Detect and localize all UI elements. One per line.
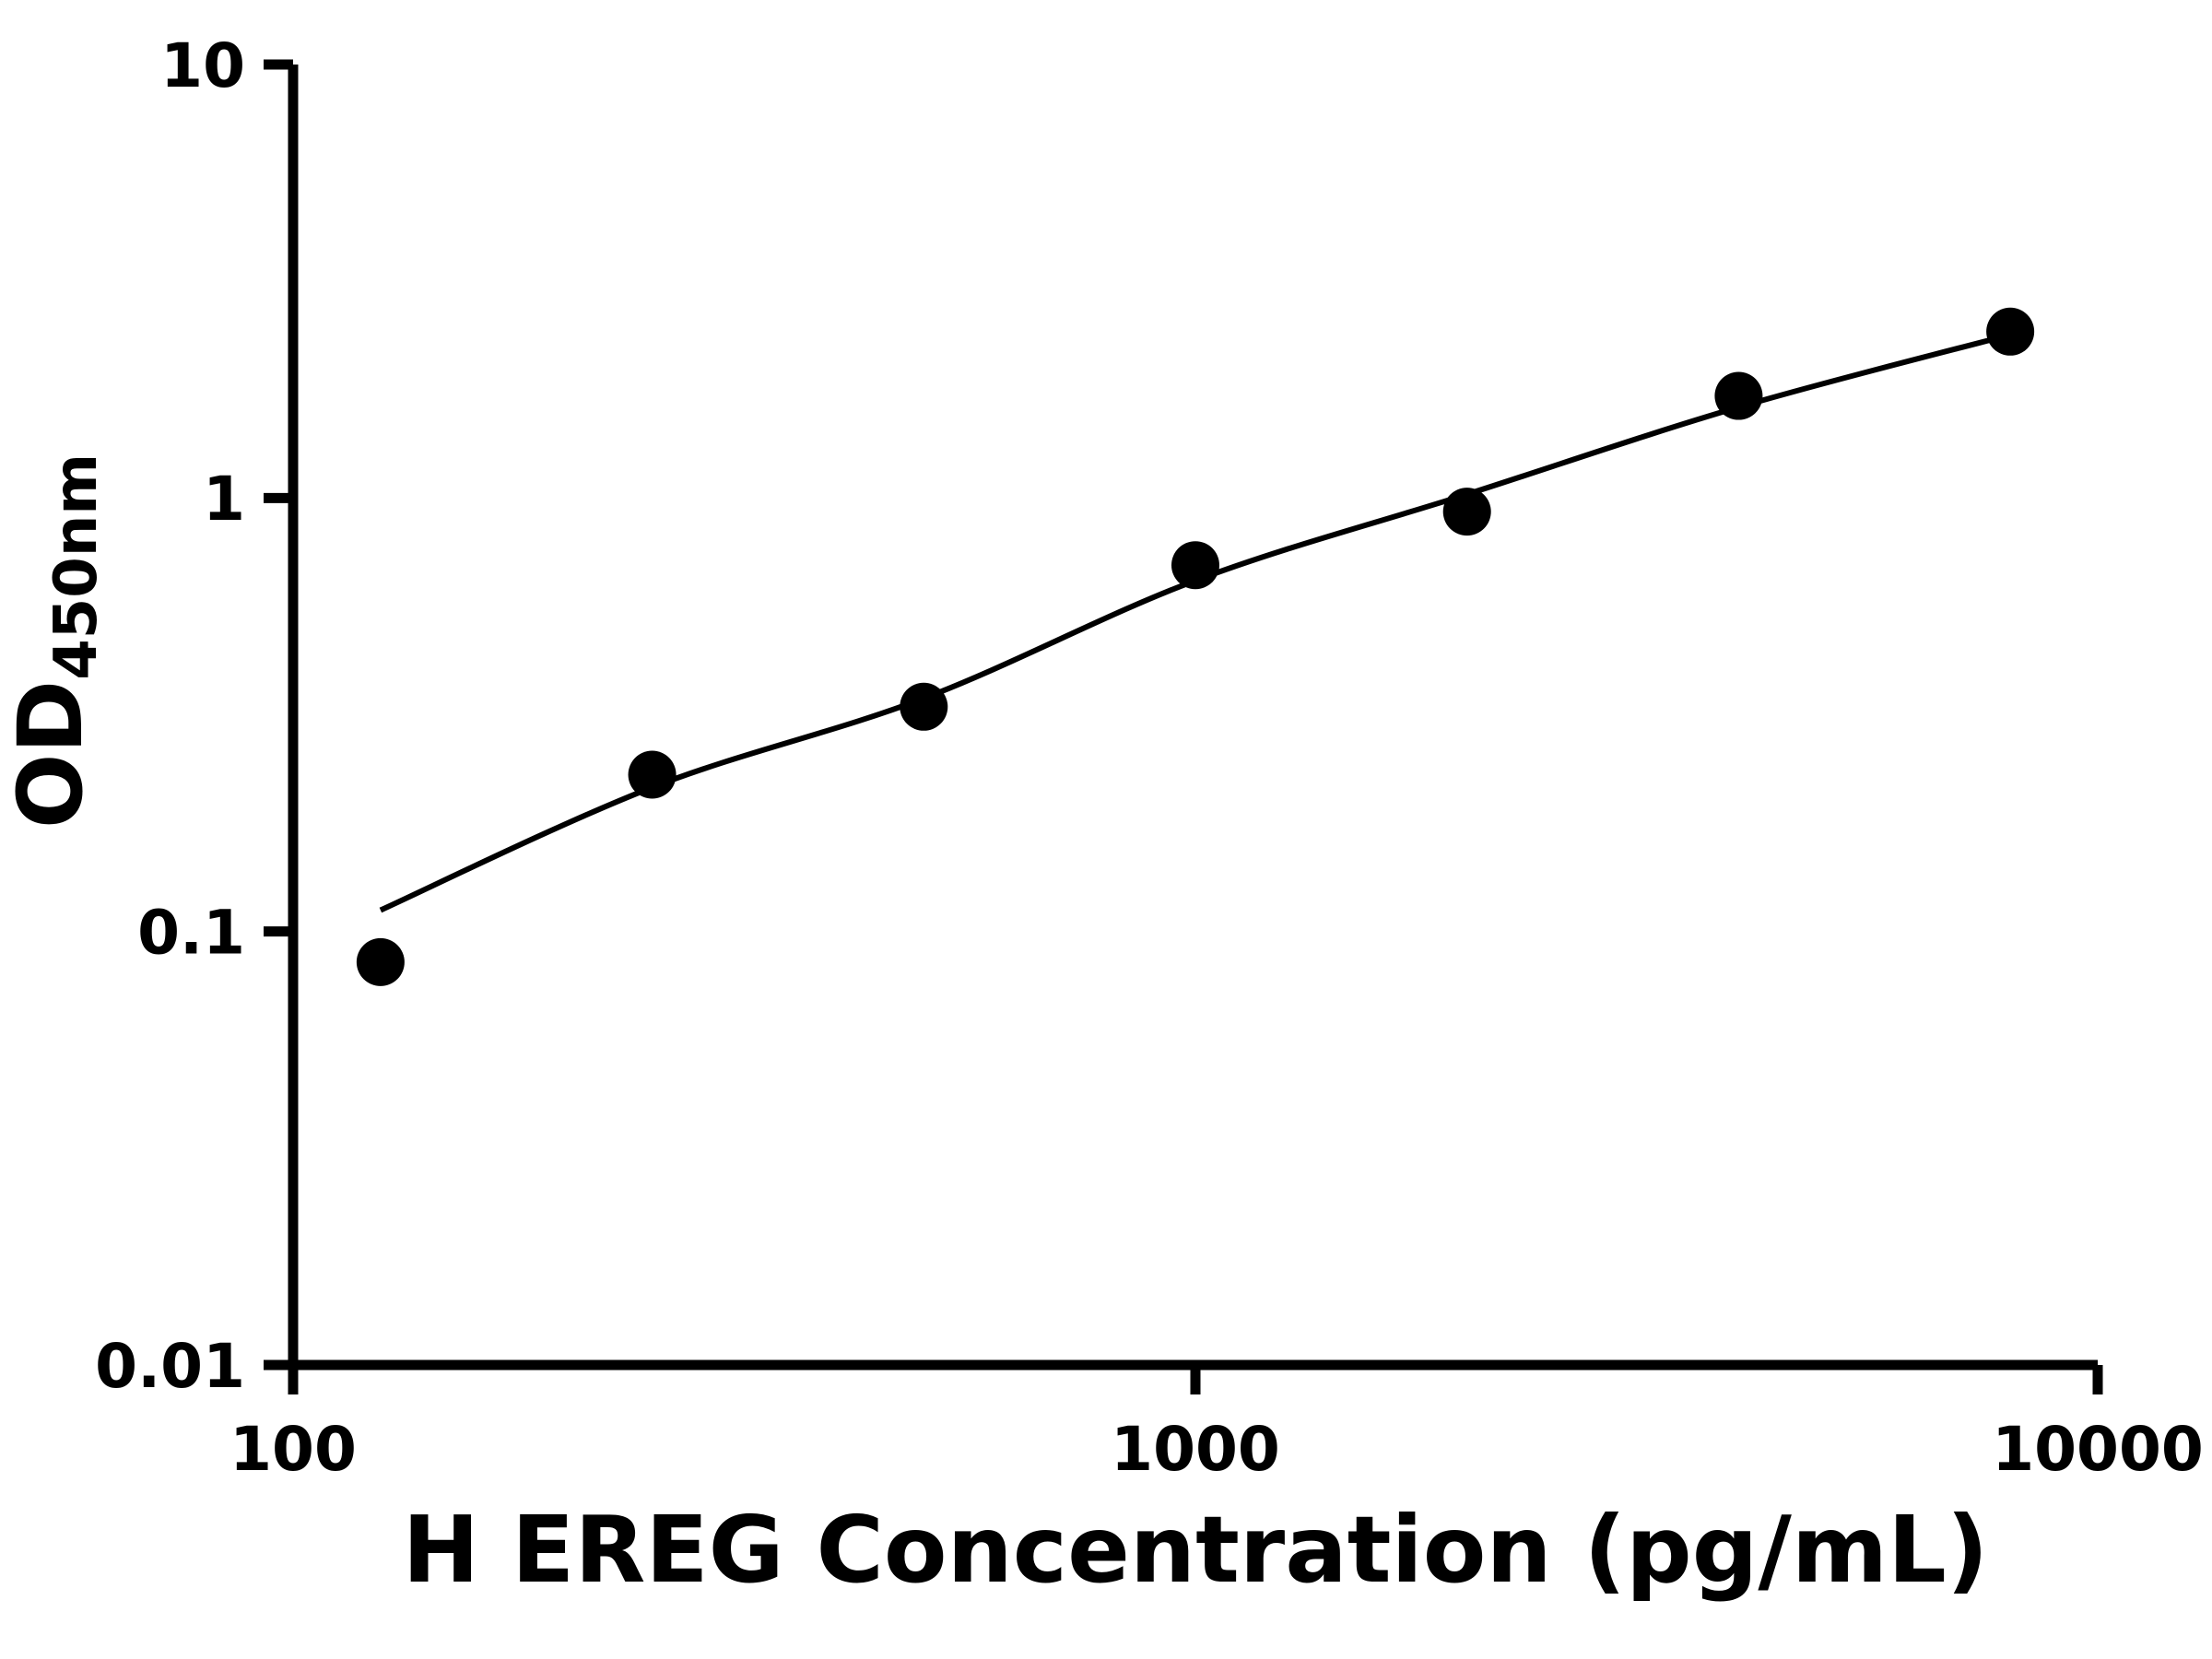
- data-point: [1171, 541, 1219, 590]
- x-tick-label: 100: [229, 1414, 357, 1485]
- data-point: [356, 937, 405, 986]
- y-tick-label: 10: [160, 30, 245, 101]
- data-point: [1442, 488, 1491, 536]
- fit-curve: [379, 332, 2011, 913]
- x-axis-title: H EREG Concentration (pg/mL): [403, 1496, 1989, 1604]
- data-point: [1986, 307, 2035, 356]
- data-point: [900, 682, 948, 731]
- y-tick-label: 0.01: [95, 1331, 245, 1402]
- data-point: [1714, 371, 1763, 420]
- x-tick-label: 10000: [1992, 1414, 2204, 1485]
- y-tick-label: 0.1: [137, 897, 245, 968]
- y-tick-label: 1: [203, 464, 245, 535]
- data-point: [628, 750, 677, 799]
- y-axis-title: OD450nm: [0, 453, 111, 829]
- x-tick-label: 1000: [1111, 1414, 1280, 1485]
